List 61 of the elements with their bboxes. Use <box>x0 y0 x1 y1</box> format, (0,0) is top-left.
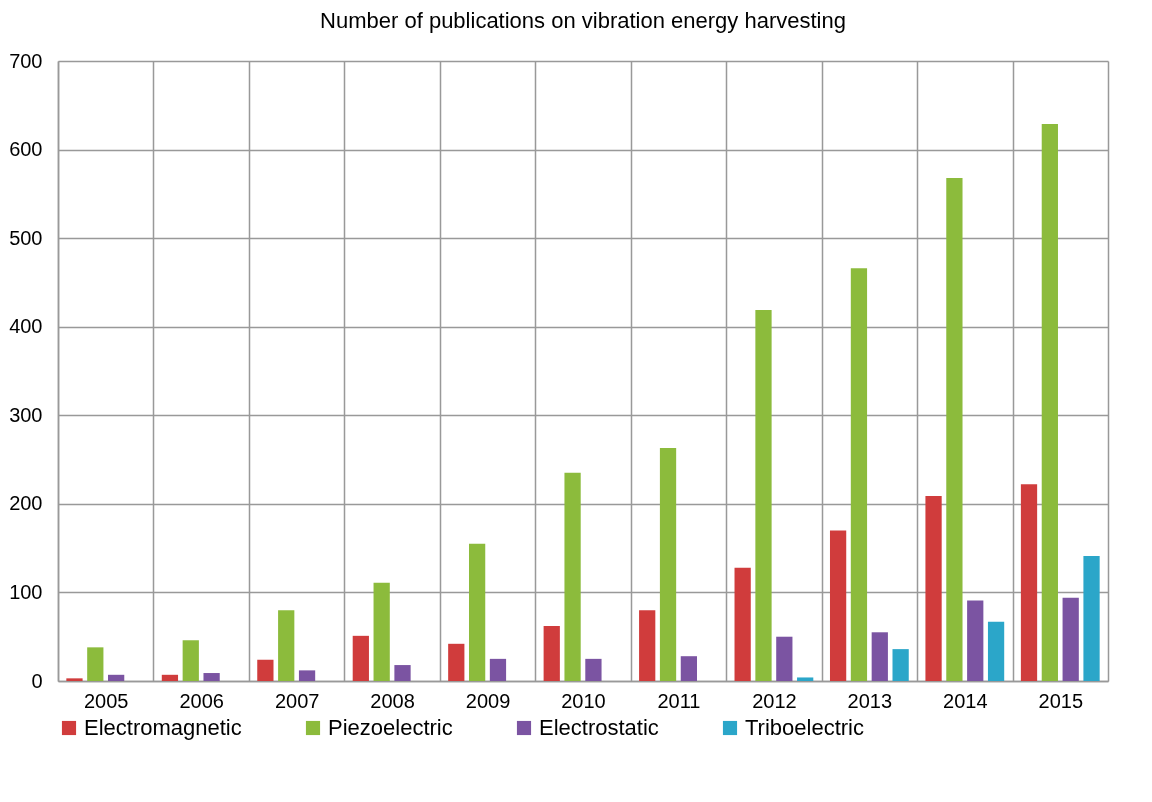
y-tick-label: 500 <box>9 226 43 249</box>
bar <box>161 674 179 681</box>
bar <box>1020 484 1038 681</box>
bar <box>925 495 942 681</box>
bar <box>489 658 507 681</box>
bar <box>829 530 847 681</box>
bar <box>967 600 984 681</box>
bar <box>203 673 220 681</box>
bar <box>850 268 868 681</box>
legend-label: Piezoelectric <box>328 715 453 740</box>
y-tick-label: 400 <box>9 315 43 338</box>
legend-label: Electromagnetic <box>84 715 242 740</box>
bar <box>564 472 581 681</box>
y-tick-label: 100 <box>9 580 43 603</box>
bar <box>298 670 316 681</box>
y-tick-label: 600 <box>9 138 43 161</box>
bar <box>108 674 125 681</box>
bar <box>469 543 486 681</box>
bar <box>680 656 697 681</box>
bar <box>987 621 1005 681</box>
x-tick-label: 2007 <box>274 689 320 712</box>
bar <box>1041 123 1058 681</box>
x-tick-label: 2010 <box>561 689 606 712</box>
bar <box>871 632 888 681</box>
y-tick-label: 0 <box>31 669 43 692</box>
bar <box>755 309 772 681</box>
bar <box>639 610 656 681</box>
x-tick-label: 2012 <box>752 689 797 712</box>
x-tick-label: 2006 <box>179 689 224 712</box>
bar <box>659 448 677 681</box>
bar <box>734 567 751 681</box>
x-tick-label: 2008 <box>370 689 415 712</box>
bar <box>585 658 602 681</box>
bar <box>797 677 814 681</box>
bar <box>776 636 793 681</box>
legend-label: Triboelectric <box>745 715 864 740</box>
x-tick-label: 2015 <box>1038 689 1084 712</box>
bar <box>66 678 83 681</box>
bar <box>946 177 963 681</box>
bar <box>87 647 104 681</box>
bar <box>892 649 909 681</box>
y-tick-label: 300 <box>9 403 43 426</box>
x-tick-label: 2013 <box>847 689 893 712</box>
y-tick-label: 700 <box>9 49 43 72</box>
bar <box>394 665 411 681</box>
legend-label: Electrostatic <box>539 715 659 740</box>
bar <box>182 640 199 681</box>
bar <box>257 659 274 681</box>
bar <box>1083 556 1100 681</box>
chart-title: Number of publications on vibration energy harvesting <box>320 8 846 33</box>
bar <box>373 582 390 681</box>
x-tick-label: 2014 <box>943 689 988 712</box>
bar <box>448 643 465 681</box>
y-tick-label: 200 <box>9 492 43 515</box>
x-tick-label: 2005 <box>83 689 129 712</box>
x-tick-label: 2011 <box>657 689 701 712</box>
bar <box>352 635 369 681</box>
bar <box>543 626 560 681</box>
bar <box>1062 597 1079 681</box>
bar <box>278 610 295 681</box>
x-tick-label: 2009 <box>465 689 511 712</box>
